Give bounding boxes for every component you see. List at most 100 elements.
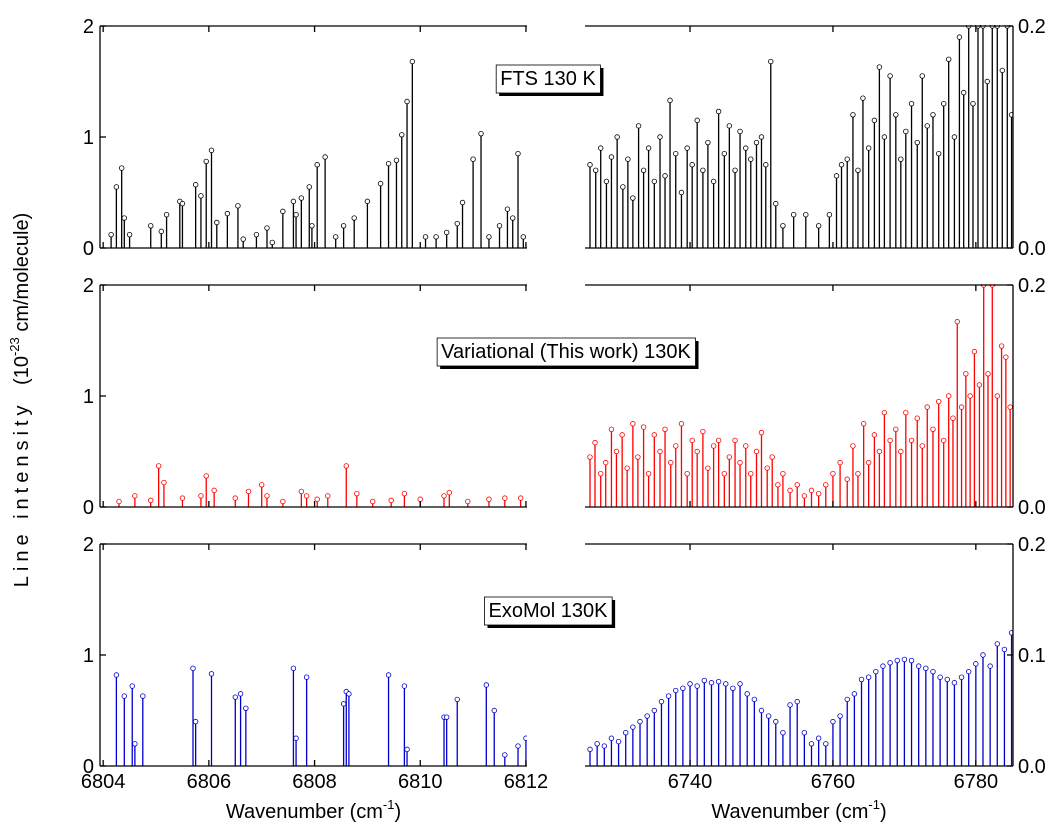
annotation-box bbox=[436, 337, 696, 367]
stick-marker bbox=[744, 691, 750, 697]
stick-marker bbox=[790, 211, 797, 218]
stick-marker bbox=[985, 371, 991, 377]
stick-marker bbox=[208, 671, 215, 677]
y-tick-label: 2 bbox=[83, 275, 94, 297]
stick-marker bbox=[689, 437, 695, 444]
stick-marker bbox=[385, 160, 392, 167]
stick-marker bbox=[240, 236, 246, 242]
stick-marker bbox=[935, 150, 942, 157]
stick-marker bbox=[224, 210, 231, 217]
stick-marker bbox=[833, 173, 840, 179]
stick-marker bbox=[908, 100, 915, 107]
stick-marker bbox=[837, 713, 843, 719]
stick-marker bbox=[163, 211, 170, 218]
stick-marker bbox=[658, 698, 665, 705]
stick-marker bbox=[723, 681, 729, 687]
stick-marker bbox=[243, 705, 249, 711]
stick-marker bbox=[721, 150, 728, 157]
stick-marker bbox=[235, 203, 241, 209]
stick-marker bbox=[898, 156, 904, 162]
stick-marker bbox=[769, 454, 775, 460]
stick-marker bbox=[999, 67, 1005, 74]
stick-marker bbox=[126, 231, 133, 238]
stick-marker bbox=[694, 683, 700, 689]
stick-marker bbox=[780, 223, 786, 229]
stick-marker bbox=[253, 231, 260, 238]
y-tick-label: 1 bbox=[83, 645, 94, 667]
y-axis-title-exponent: -23 bbox=[7, 337, 22, 356]
stick-marker bbox=[773, 718, 779, 725]
stick-marker bbox=[433, 234, 439, 240]
stick-marker bbox=[364, 198, 371, 205]
stick-marker bbox=[454, 696, 460, 703]
stick-marker bbox=[893, 426, 899, 432]
stick-marker bbox=[593, 167, 599, 173]
stick-marker bbox=[823, 482, 829, 488]
stick-marker bbox=[924, 404, 930, 410]
stick-marker bbox=[726, 454, 733, 460]
stick-marker bbox=[984, 78, 990, 85]
stick-marker bbox=[930, 426, 936, 432]
stick-marker bbox=[701, 677, 708, 684]
stick-marker bbox=[351, 215, 357, 221]
stick-marker bbox=[700, 167, 706, 173]
stick-marker bbox=[893, 112, 899, 118]
stick-marker bbox=[673, 443, 679, 449]
x-tick-label: 6760 bbox=[811, 771, 856, 793]
annotation-box bbox=[495, 64, 601, 94]
stick-marker bbox=[232, 694, 238, 700]
stick-marker bbox=[1008, 630, 1013, 636]
stick-marker bbox=[515, 743, 521, 749]
stick-marker bbox=[515, 150, 521, 157]
stick-marker bbox=[965, 668, 972, 675]
stick-marker bbox=[715, 437, 722, 444]
stick-marker bbox=[377, 180, 384, 187]
stick-marker bbox=[148, 497, 154, 504]
stick-marker bbox=[743, 145, 749, 151]
stick-marker bbox=[951, 680, 958, 686]
stick-marker bbox=[491, 707, 497, 714]
stick-marker bbox=[592, 439, 598, 446]
stick-marker bbox=[881, 134, 888, 140]
stick-marker bbox=[443, 714, 450, 720]
stick-marker bbox=[956, 34, 963, 40]
stick-marker bbox=[715, 678, 722, 685]
stick-marker bbox=[198, 493, 204, 499]
stick-marker bbox=[608, 735, 615, 741]
stick-marker bbox=[259, 482, 265, 488]
stick-marker bbox=[705, 465, 711, 471]
stick-marker bbox=[980, 652, 986, 658]
stick-marker bbox=[876, 448, 883, 455]
stick-marker bbox=[298, 195, 305, 201]
stick-marker bbox=[620, 184, 626, 190]
stick-marker bbox=[667, 97, 673, 104]
stick-marker bbox=[264, 493, 270, 499]
stick-marker bbox=[764, 465, 770, 471]
stick-marker bbox=[1001, 646, 1008, 653]
stick-marker bbox=[860, 421, 867, 427]
stick-marker bbox=[871, 117, 878, 124]
stick-marker bbox=[732, 167, 738, 173]
stick-marker bbox=[815, 490, 822, 497]
stick-marker bbox=[665, 693, 672, 699]
x-tick-label: 6740 bbox=[668, 771, 713, 793]
annotation: ExoMol 130K bbox=[489, 600, 609, 622]
stick-marker bbox=[140, 693, 146, 699]
stick-marker bbox=[203, 158, 209, 165]
y-tick-label: 0.0 bbox=[1018, 238, 1046, 260]
stick-marker bbox=[293, 211, 299, 218]
stick-marker bbox=[1007, 404, 1013, 410]
stick-marker bbox=[129, 683, 135, 689]
stick-marker bbox=[158, 228, 165, 235]
stick-marker bbox=[924, 123, 930, 129]
stick-marker bbox=[937, 674, 943, 680]
y-axis-title: Line intensity (10-23 cm/molecule) bbox=[7, 213, 33, 588]
stick-marker bbox=[668, 459, 674, 466]
y-tick-label: 0.2 bbox=[1018, 534, 1046, 556]
stick-marker bbox=[401, 490, 408, 497]
stick-marker bbox=[950, 415, 956, 421]
stick-marker bbox=[973, 661, 979, 667]
stick-marker bbox=[486, 496, 492, 502]
stick-marker bbox=[830, 718, 836, 725]
stick-marker bbox=[680, 685, 686, 691]
